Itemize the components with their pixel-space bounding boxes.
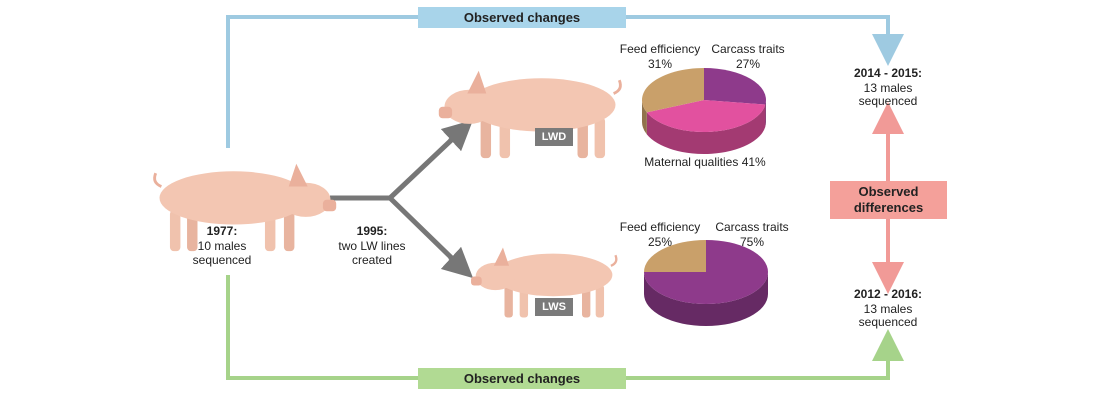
observed-changes-top: Observed changes (418, 7, 626, 28)
count: 13 males (864, 81, 913, 95)
pie-slice (704, 68, 766, 105)
line-tag: LWD (535, 128, 573, 146)
slice-value: 75% (740, 235, 764, 249)
pig-origin (153, 162, 338, 253)
pie-slice (646, 100, 766, 133)
pig-lwd (437, 69, 622, 160)
origin-count: 10 males (198, 239, 247, 253)
split-line: two LW lines (338, 239, 405, 253)
pie-slice-side (646, 104, 766, 155)
origin-status: sequenced (193, 253, 252, 267)
slice-value: 31% (648, 57, 672, 71)
pie-slice-side (644, 272, 768, 326)
origin-year: 1977: (207, 224, 238, 238)
split-year: 1995: (357, 224, 388, 238)
pie-slice (644, 240, 706, 272)
slice-name: Maternal qualities (644, 155, 738, 169)
slice-label: Maternal qualities 41% (644, 155, 766, 169)
pie-slice-side (765, 100, 766, 127)
slice-name: Feed efficiency (620, 42, 701, 56)
split-line: created (352, 253, 392, 267)
period: 2014 - 2015: (854, 66, 922, 80)
pie-slice (642, 68, 704, 113)
pie-slice-side (642, 100, 647, 135)
line-tag: LWS (535, 298, 573, 316)
slice-value: 25% (648, 235, 672, 249)
arrowhead (440, 246, 474, 279)
slice-value: 27% (736, 57, 760, 71)
period: 2012 - 2016: (854, 287, 922, 301)
status: sequenced (859, 94, 918, 108)
observed-changes-bottom: Observed changes (418, 368, 626, 389)
status: sequenced (859, 315, 918, 329)
slice-name: Feed efficiency (620, 220, 701, 234)
count: 13 males (864, 302, 913, 316)
arrowhead (440, 119, 474, 152)
slice-value: 41% (742, 155, 766, 169)
slice-name: Carcass traits (715, 220, 788, 234)
observed-differences: Observed differences (830, 181, 947, 219)
slice-name: Carcass traits (711, 42, 784, 56)
